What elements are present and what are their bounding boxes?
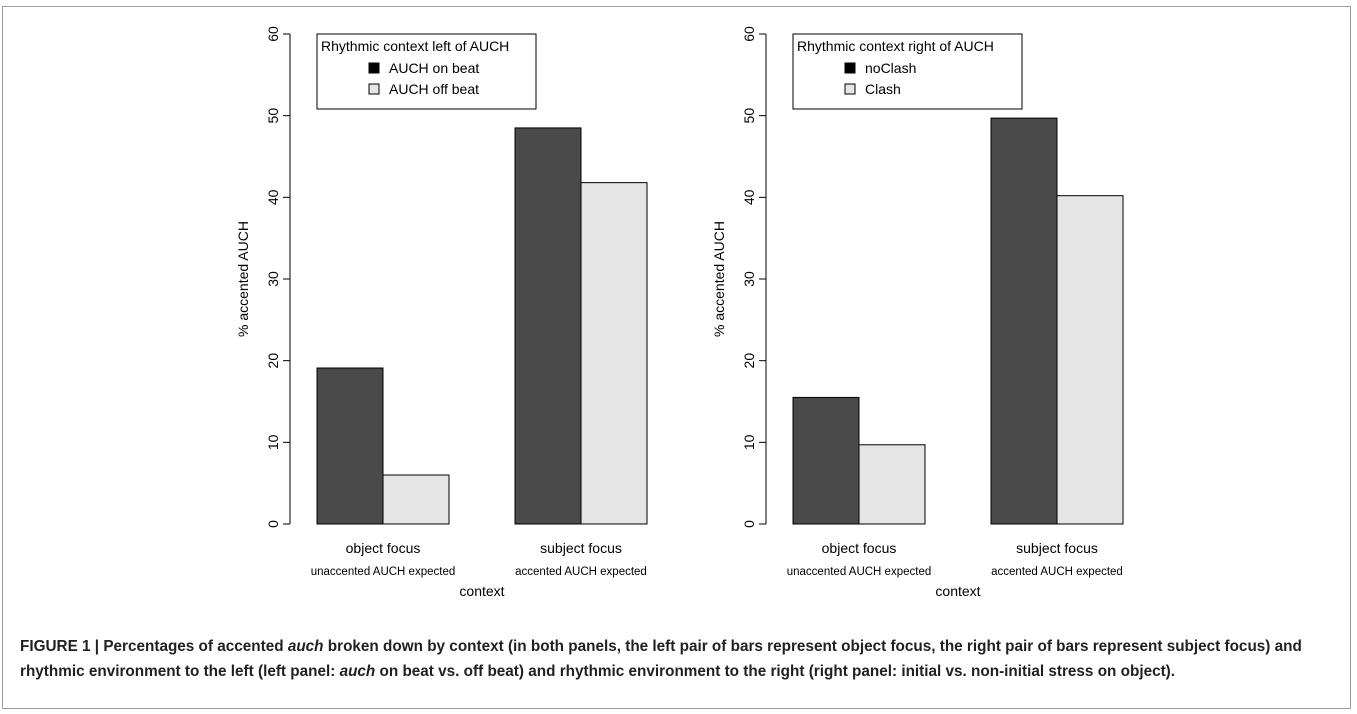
bar-dark	[316, 367, 384, 525]
legend-swatch	[368, 62, 380, 74]
legend-box	[316, 33, 537, 110]
legend-swatch	[844, 62, 856, 74]
caption-italic-2: auch	[339, 663, 376, 680]
figure-frame	[2, 6, 1351, 709]
x-category-sublabel: accented AUCH expected	[515, 566, 647, 578]
bar-light	[580, 182, 648, 525]
y-tick-label: 0	[265, 520, 281, 528]
caption-italic-1: auch	[287, 638, 324, 655]
x-category-label: object focus	[822, 540, 897, 556]
x-category-sublabel: accented AUCH expected	[991, 566, 1123, 578]
y-tick-label: 20	[741, 353, 757, 369]
bar-dark	[990, 117, 1058, 525]
bar-light	[858, 444, 926, 525]
y-axis-title: % accented AUCH	[235, 221, 251, 337]
x-axis-title: context	[935, 583, 980, 599]
legend-title: Rhythmic context right of AUCH	[797, 38, 994, 54]
y-axis-title: % accented AUCH	[711, 221, 727, 337]
y-tick-label: 60	[741, 26, 757, 42]
bar-light	[1056, 195, 1124, 525]
x-axis-title: context	[459, 583, 504, 599]
y-tick-label: 50	[265, 108, 281, 124]
legend-title: Rhythmic context left of AUCH	[321, 38, 509, 54]
caption-text-3: on beat vs. off beat) and rhythmic envir…	[375, 663, 1176, 680]
caption-text-1: FIGURE 1 | Percentages of accented	[20, 638, 288, 655]
legend-label: noClash	[865, 60, 916, 76]
bar-dark	[792, 396, 860, 525]
bar-dark	[514, 127, 582, 525]
y-tick-label: 10	[741, 434, 757, 450]
legend-label: Clash	[865, 81, 901, 97]
legend-label: AUCH off beat	[389, 81, 479, 97]
legend-swatch	[844, 83, 856, 95]
x-category-label: object focus	[346, 540, 421, 556]
legend-swatch	[368, 83, 380, 95]
y-tick-label: 30	[741, 271, 757, 287]
bar-light	[382, 474, 450, 525]
figure-charts: 0 10 20 30 40 50 60 % accented AUCH object focus…	[235, 26, 1124, 599]
y-tick-label: 40	[741, 189, 757, 205]
y-tick-label: 30	[265, 271, 281, 287]
y-tick-label: 60	[265, 26, 281, 42]
y-tick-label: 40	[265, 189, 281, 205]
y-tick-label: 20	[265, 353, 281, 369]
legend-box	[792, 33, 1023, 110]
caption-text-2: broken down by context (in both panels, …	[20, 638, 1302, 680]
y-tick-label: 50	[741, 108, 757, 124]
x-category-label: subject focus	[540, 540, 622, 556]
y-tick-label: 0	[741, 520, 757, 528]
x-category-sublabel: unaccented AUCH expected	[311, 566, 455, 578]
legend-label: AUCH on beat	[389, 60, 479, 76]
x-category-label: subject focus	[1016, 540, 1098, 556]
figure-caption: FIGURE 1 | Percentages of accented auch …	[20, 634, 1340, 684]
x-category-sublabel: unaccented AUCH expected	[787, 566, 931, 578]
y-tick-label: 10	[265, 434, 281, 450]
